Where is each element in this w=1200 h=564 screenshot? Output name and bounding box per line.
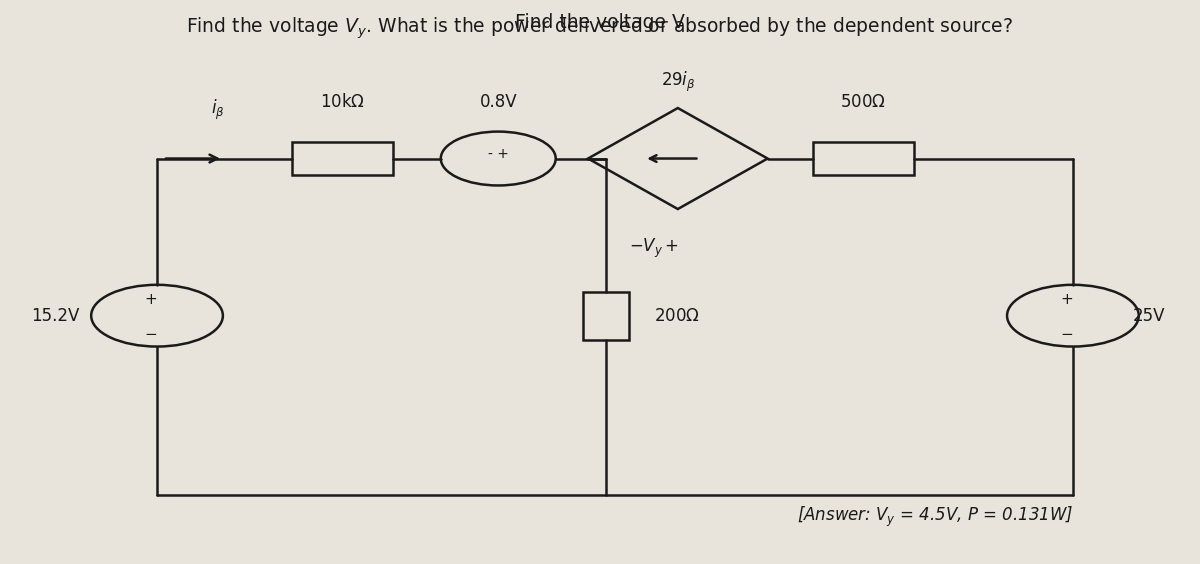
Text: 0.8V: 0.8V: [480, 93, 517, 111]
Text: +: +: [1061, 293, 1073, 307]
Bar: [812, 142, 914, 175]
Text: 10k$\Omega$: 10k$\Omega$: [320, 93, 365, 111]
Text: - +: - +: [487, 147, 509, 161]
Text: Find the voltage $V_y$. What is the power delivered or absorbed by the dependent: Find the voltage $V_y$. What is the powe…: [186, 15, 1014, 41]
Text: $i_\beta$: $i_\beta$: [211, 98, 224, 122]
Bar: [583, 292, 629, 340]
Text: [Answer: $V_y$ = 4.5V, P = 0.131W]: [Answer: $V_y$ = 4.5V, P = 0.131W]: [797, 505, 1074, 529]
Text: 15.2V: 15.2V: [31, 307, 79, 325]
Text: $-$: $-$: [1061, 325, 1074, 340]
Text: $29i_\beta$: $29i_\beta$: [660, 70, 695, 94]
Bar: [292, 142, 394, 175]
Text: 500$\Omega$: 500$\Omega$: [840, 93, 887, 111]
Text: 25V: 25V: [1133, 307, 1165, 325]
Text: Find the voltage V: Find the voltage V: [515, 12, 685, 32]
Text: $- V_y +$: $- V_y +$: [629, 237, 679, 260]
Text: $-$: $-$: [144, 325, 157, 340]
Text: +: +: [145, 293, 157, 307]
Text: 200$\Omega$: 200$\Omega$: [654, 307, 700, 325]
